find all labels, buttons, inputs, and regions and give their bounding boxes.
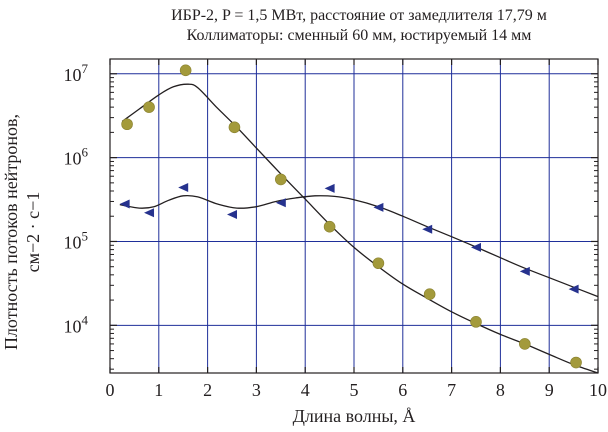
data-point-triangle bbox=[568, 284, 579, 294]
data-point-circle bbox=[470, 316, 482, 328]
x-tick-label: 5 bbox=[350, 380, 359, 400]
data-point-triangle bbox=[227, 209, 237, 219]
data-point-circle bbox=[143, 101, 155, 113]
data-point-triangle bbox=[471, 242, 481, 252]
data-point-circle bbox=[121, 118, 133, 131]
data-point-circle bbox=[323, 220, 336, 233]
x-tick-label: 9 bbox=[545, 380, 554, 400]
y-tick-label: 105 bbox=[64, 228, 89, 252]
data-point-triangle bbox=[519, 266, 530, 276]
data-point-circle bbox=[423, 288, 436, 301]
data-point-circle bbox=[179, 64, 192, 77]
y-tick-label: 104 bbox=[64, 312, 89, 336]
data-point-triangle bbox=[119, 199, 130, 209]
x-tick-label: 7 bbox=[447, 380, 456, 400]
x-tick-label: 1 bbox=[154, 380, 163, 400]
data-point-triangle bbox=[178, 183, 189, 193]
x-tick-label: 6 bbox=[398, 380, 407, 400]
x-tick-label: 2 bbox=[203, 380, 212, 400]
data-point-triangle bbox=[144, 208, 155, 218]
y-tick-label: 107 bbox=[64, 61, 89, 85]
data-point-circle bbox=[228, 121, 241, 134]
data-point-circle bbox=[274, 173, 287, 186]
fit-curve-1 bbox=[121, 83, 599, 374]
data-point-circle bbox=[518, 338, 531, 350]
x-tick-label: 0 bbox=[106, 380, 115, 400]
x-axis-label: Длина волны, Å bbox=[292, 406, 416, 426]
data-point-triangle bbox=[324, 183, 335, 193]
chart-title-line-1: ИБР-2, P = 1,5 МВт, расстояние от замедл… bbox=[171, 7, 547, 24]
y-tick-label: 106 bbox=[64, 145, 89, 169]
x-tick-label: 10 bbox=[589, 380, 607, 400]
fit-curve-2 bbox=[119, 194, 599, 298]
data-point-triangle bbox=[422, 224, 433, 234]
x-tick-label: 3 bbox=[252, 380, 261, 400]
chart-title: ИБР-2, P = 1,5 МВт, расстояние от замедл… bbox=[110, 6, 608, 46]
chart-title-line-2: Коллиматоры: сменный 60 мм, юстируемый 1… bbox=[186, 27, 532, 44]
data-point-triangle bbox=[373, 202, 384, 212]
x-tick-label: 4 bbox=[301, 380, 310, 400]
data-point-circle bbox=[372, 257, 385, 270]
x-tick-label: 8 bbox=[496, 380, 505, 400]
data-point-triangle bbox=[275, 198, 286, 208]
data-point-circle bbox=[570, 356, 582, 369]
